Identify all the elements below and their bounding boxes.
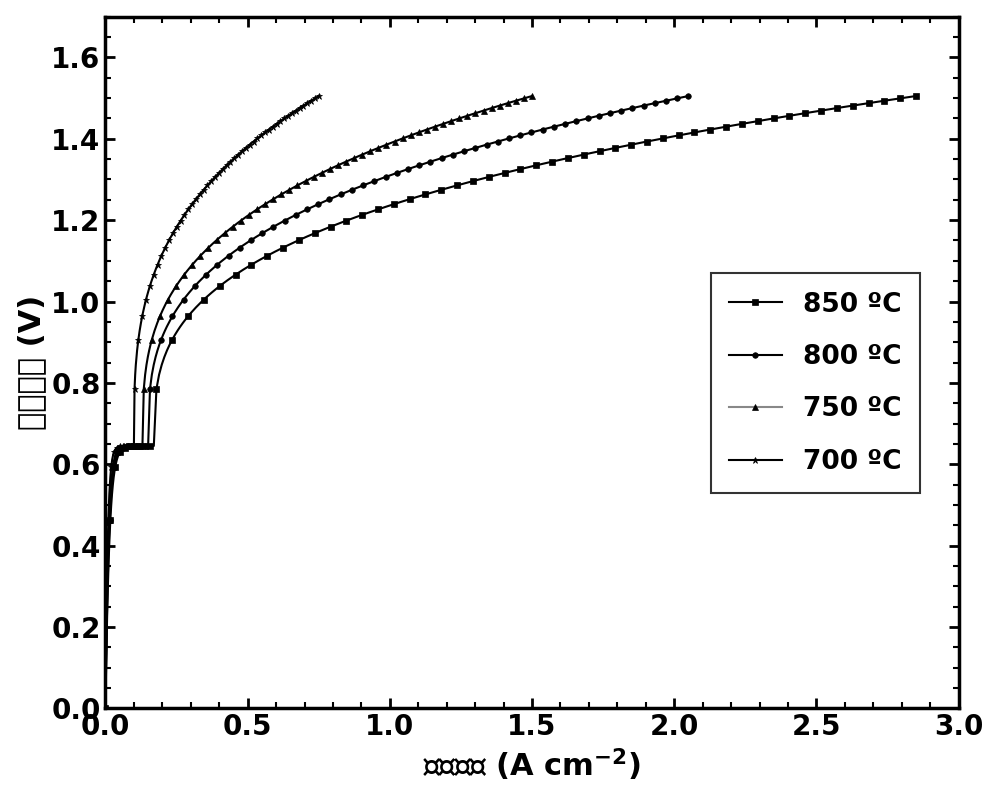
800 ºC: [514, 130, 526, 140]
800 ºC: [443, 151, 455, 161]
Line: 850 ºC: 850 ºC: [103, 94, 919, 711]
800 ºC: [424, 157, 436, 166]
X-axis label: 电流密度 (A cm$^{-2}$): 电流密度 (A cm$^{-2}$): [423, 747, 641, 783]
750 ºC: [405, 130, 417, 140]
750 ºC: [340, 157, 352, 166]
800 ºC: [572, 116, 584, 126]
800 ºC: [314, 198, 326, 208]
850 ºC: [910, 91, 922, 101]
700 ºC: [231, 151, 243, 161]
850 ºC: [754, 116, 766, 126]
Legend: 850 ºC, 800 ºC, 750 ºC, 700 ºC: 850 ºC, 800 ºC, 750 ºC, 700 ºC: [711, 274, 920, 494]
750 ºC: [526, 91, 538, 101]
700 ºC: [187, 198, 199, 208]
700 ºC: [255, 130, 267, 140]
850 ºC: [390, 198, 402, 208]
Line: 800 ºC: 800 ºC: [103, 94, 691, 711]
750 ºC: [99, 704, 111, 714]
Line: 750 ºC: 750 ºC: [103, 94, 535, 711]
850 ºC: [572, 151, 584, 161]
850 ºC: [546, 157, 558, 166]
700 ºC: [99, 704, 111, 714]
Line: 700 ºC: 700 ºC: [102, 93, 322, 712]
Y-axis label: 电池电压 (V): 电池电压 (V): [17, 295, 46, 430]
750 ºC: [447, 116, 459, 126]
700 ºC: [219, 162, 231, 172]
800 ºC: [408, 162, 420, 172]
750 ºC: [260, 198, 272, 208]
700 ºC: [224, 157, 236, 166]
850 ºC: [99, 704, 111, 714]
850 ºC: [522, 162, 534, 172]
750 ºC: [353, 151, 365, 161]
800 ºC: [99, 704, 111, 714]
700 ºC: [275, 116, 287, 126]
800 ºC: [682, 91, 694, 101]
750 ºC: [328, 162, 340, 172]
700 ºC: [313, 91, 325, 101]
850 ºC: [673, 130, 685, 140]
